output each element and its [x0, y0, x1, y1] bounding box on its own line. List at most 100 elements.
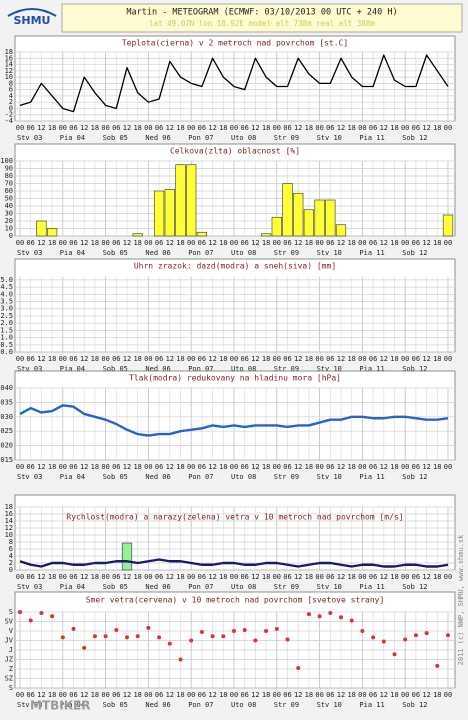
x-tick-label: 18	[262, 463, 270, 471]
side-note: 2011 (c) NWP, SHMU, www.shmu.sk	[457, 534, 465, 665]
x-tick-label: 06	[283, 463, 291, 471]
point	[28, 618, 33, 623]
bar	[271, 216, 282, 237]
day-label: Sob 05	[103, 134, 128, 142]
x-tick-label: 06	[369, 463, 377, 471]
y-tick-label: 70	[5, 180, 13, 188]
x-tick-label: 00	[16, 573, 24, 581]
x-tick-label: 18	[347, 463, 355, 471]
y-tick-label: 30	[5, 210, 13, 218]
y-tick-label: 50	[5, 195, 13, 203]
x-tick-label: 00	[273, 691, 281, 699]
bar	[36, 220, 47, 237]
point	[82, 645, 87, 650]
x-tick-label: 18	[91, 573, 99, 581]
x-tick-label: 12	[380, 239, 388, 247]
point	[135, 634, 140, 639]
x-tick-label: 00	[230, 573, 238, 581]
x-tick-label: 18	[433, 463, 441, 471]
panel-title: Rychlost(modra) a narazy(zelena) vetra v…	[66, 513, 403, 522]
x-tick-label: 00	[273, 463, 281, 471]
x-tick-label: 00	[230, 463, 238, 471]
bar	[132, 233, 143, 237]
x-tick-label: 00	[59, 691, 67, 699]
x-tick-label: 12	[337, 573, 345, 581]
x-tick-label: 06	[412, 691, 420, 699]
point	[199, 630, 204, 635]
x-tick-label: 06	[283, 124, 291, 132]
x-tick-label: 18	[433, 239, 441, 247]
x-tick-label: 12	[123, 239, 131, 247]
x-tick-label: 12	[337, 691, 345, 699]
x-tick-label: 18	[133, 463, 141, 471]
x-tick-label: 06	[198, 463, 206, 471]
x-tick-label: 00	[230, 124, 238, 132]
x-tick-label: 12	[123, 463, 131, 471]
bar	[196, 231, 208, 237]
x-tick-label: 18	[133, 124, 141, 132]
x-tick-label: 00	[273, 355, 281, 363]
day-label: Str 09	[274, 473, 299, 481]
x-tick-label: 06	[112, 124, 120, 132]
x-tick-label: 12	[166, 463, 174, 471]
x-tick-label: 00	[144, 573, 152, 581]
x-tick-label: 18	[433, 355, 441, 363]
x-tick-label: 18	[305, 463, 313, 471]
x-tick-label: 00	[358, 463, 366, 471]
x-tick-label: 12	[337, 239, 345, 247]
x-tick-label: 18	[390, 355, 398, 363]
x-tick-label: 12	[80, 573, 88, 581]
point	[157, 635, 162, 640]
x-tick-label: 12	[294, 573, 302, 581]
y-tick-label: 1035	[0, 398, 13, 406]
x-tick-label: 12	[80, 239, 88, 247]
day-label: Uto 08	[231, 473, 256, 481]
x-tick-label: 06	[283, 573, 291, 581]
x-tick-label: 00	[187, 355, 195, 363]
x-tick-label: 12	[37, 355, 45, 363]
x-tick-label: 00	[59, 124, 67, 132]
point	[371, 635, 376, 640]
x-tick-label: 06	[283, 691, 291, 699]
bar	[335, 224, 347, 237]
series-line	[19, 54, 449, 113]
x-tick-label: 12	[80, 124, 88, 132]
point	[392, 652, 397, 657]
day-label: Sob 05	[103, 473, 128, 481]
point	[264, 629, 269, 633]
day-label: Stv 10	[317, 249, 342, 257]
bar	[186, 164, 197, 237]
day-label: Str 09	[274, 701, 299, 709]
x-tick-label: 12	[208, 691, 216, 699]
x-tick-label: 12	[166, 124, 174, 132]
x-tick-label: 00	[358, 573, 366, 581]
panel-title: Tlak(modra) redukovany na hladinu mora […	[129, 374, 341, 383]
x-tick-label: 18	[262, 691, 270, 699]
x-tick-label: 18	[347, 124, 355, 132]
x-tick-label: 06	[112, 355, 120, 363]
x-tick-label: 18	[219, 239, 227, 247]
point	[114, 627, 119, 632]
day-label: Sob 12	[402, 249, 427, 257]
y-tick-label: SZ	[5, 675, 13, 683]
day-label: Pia 11	[359, 583, 384, 591]
x-tick-label: 18	[176, 691, 184, 699]
x-tick-label: 00	[315, 463, 323, 471]
x-tick-label: 06	[155, 355, 163, 363]
day-label: Pia 11	[359, 249, 384, 257]
y-tick-label: S	[9, 684, 13, 692]
y-tick-label: 80	[5, 172, 13, 180]
x-tick-label: 00	[444, 573, 452, 581]
x-tick-label: 00	[315, 124, 323, 132]
point	[360, 629, 365, 633]
x-tick-label: 12	[294, 463, 302, 471]
day-label: Pia 11	[359, 701, 384, 709]
x-tick-label: 18	[305, 573, 313, 581]
x-tick-label: 18	[347, 355, 355, 363]
x-tick-label: 18	[48, 355, 56, 363]
point	[413, 633, 418, 638]
x-tick-label: 12	[166, 691, 174, 699]
x-tick-label: 12	[123, 355, 131, 363]
point	[103, 634, 108, 639]
